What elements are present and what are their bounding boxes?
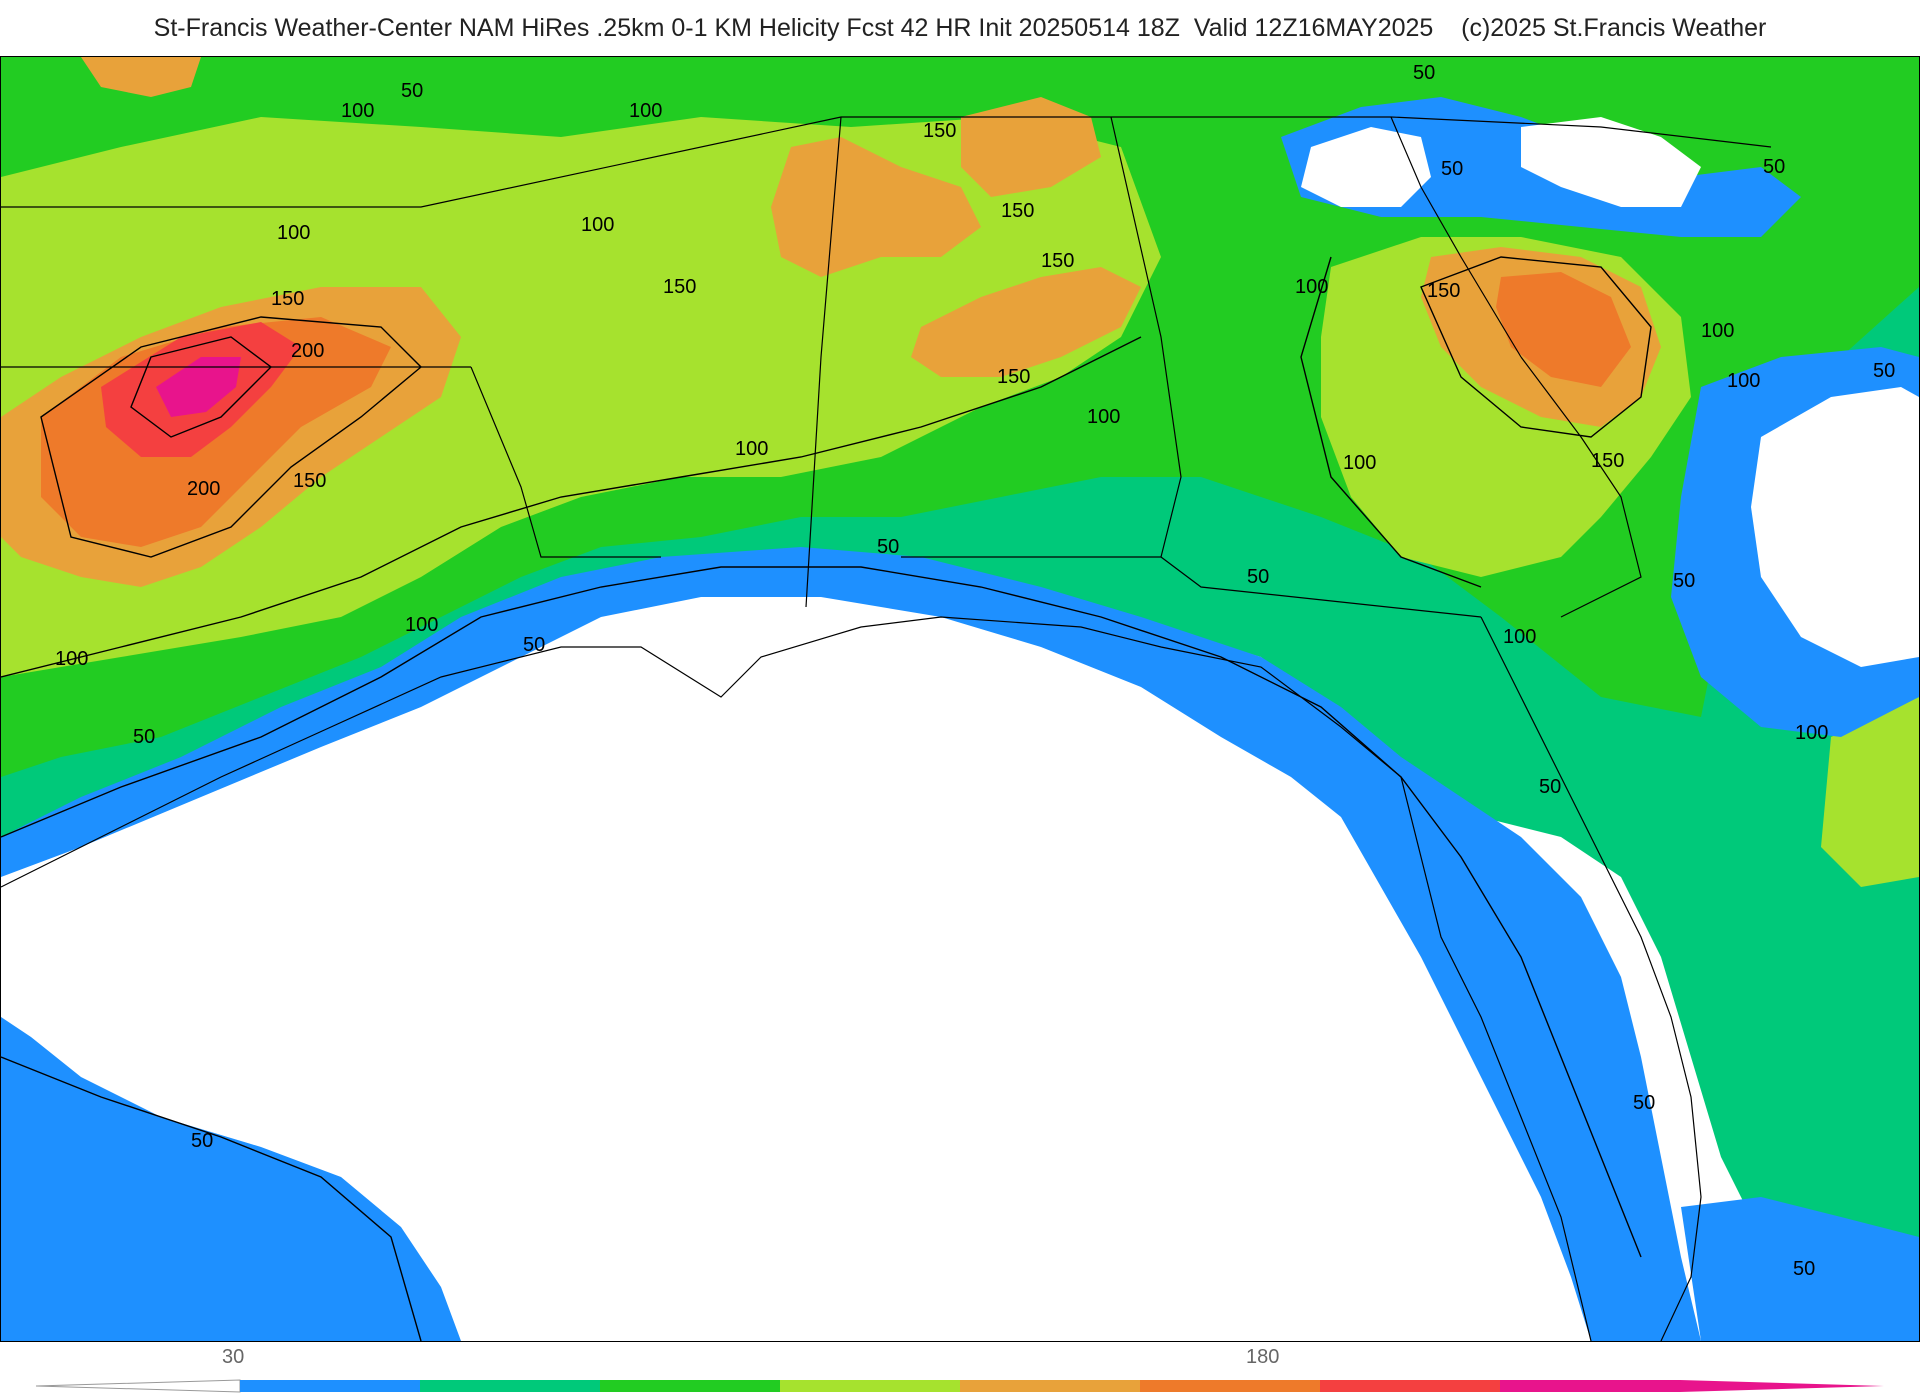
contour-label-200: 200 [187,478,220,500]
helicity-field-darkorange-carolinas [1496,272,1631,387]
contour-50-sw [1,1056,422,1341]
colorbar-segment [420,1380,601,1392]
contour-label-100: 100 [629,100,662,122]
contour-labels: 50 100 100 150 50 50 50 100 150 100 150 … [55,62,1895,1280]
boundary-ms-al [805,116,842,608]
helicity-field-lime-atlantic [1821,697,1919,887]
boundary-al-ga [1110,116,1182,558]
coastline-gulf [1,616,1592,1341]
contour-label-150: 150 [1591,450,1624,472]
colorbar-tick-high: 180 [1246,1346,1280,1368]
contour-label-150: 150 [293,470,326,492]
contour-label-150: 150 [663,276,696,298]
colorbar-segment [600,1380,781,1392]
map-title: St-Francis Weather-Center NAM HiRes .25k… [153,14,1767,42]
white-patch-north-va [1521,117,1701,207]
contour-label-150: 150 [1427,280,1460,302]
contour-label-50: 50 [191,1130,213,1152]
contour-label-200: 200 [291,340,324,362]
boundary-fl-north [901,556,1482,618]
contour-label-100: 100 [1503,626,1536,648]
coastline-atlantic [1480,616,1702,1341]
contour-label-50: 50 [1763,156,1785,178]
contour-100-carolinas [1300,256,1482,588]
helicity-contours [1,256,1652,1341]
contour-label-50: 50 [1441,158,1463,180]
colorbar: 30 180 [0,1342,1920,1400]
helicity-field-orange-tn [771,137,981,277]
contour-label-150: 150 [271,288,304,310]
helicity-field-blue-se [1681,1197,1919,1341]
contour-label-50: 50 [1873,360,1895,382]
contour-150-carolinas [1420,256,1652,438]
contour-label-150: 150 [1041,250,1074,272]
white-patch-atlantic [1751,387,1919,667]
contour-label-100: 100 [55,648,88,670]
contour-label-100: 100 [581,214,614,236]
contour-label-50: 50 [401,80,423,102]
contour-label-100: 100 [1343,452,1376,474]
contour-label-100: 100 [1701,320,1734,342]
political-boundaries [1,116,1772,1341]
colorbar-segments [240,1380,1681,1392]
contour-label-50: 50 [1539,776,1561,798]
contour-label-100: 100 [735,438,768,460]
helicity-field-magenta-west [156,357,241,417]
contour-label-50: 50 [877,536,899,558]
helicity-field-orange-north [81,57,201,97]
boundary-ga-sc [1390,116,1522,358]
colorbar-left-triangle [35,1379,241,1393]
contour-label-50: 50 [1673,570,1695,592]
contour-label-50: 50 [1633,1092,1655,1114]
colorbar-svg [35,1379,1884,1393]
contour-label-50: 50 [1793,1258,1815,1280]
contour-label-150: 150 [997,366,1030,388]
contour-label-100: 100 [341,100,374,122]
colorbar-segment [1140,1380,1321,1392]
contour-label-50: 50 [1413,62,1435,84]
colorbar-segment [960,1380,1141,1392]
colorbar-tick-low: 30 [222,1346,245,1368]
contour-label-150: 150 [1001,200,1034,222]
contour-200-west [130,336,273,438]
contour-label-100: 100 [1795,722,1828,744]
colorbar-right-triangle [1680,1380,1884,1392]
colorbar-segment [780,1380,961,1392]
contour-100-north [1,336,1142,678]
contour-label-100: 100 [1087,406,1120,428]
helicity-map: 50 100 100 150 50 50 50 100 150 100 150 … [0,56,1920,1342]
helicity-field-orange-al [911,267,1141,377]
contour-label-50: 50 [1247,566,1269,588]
colorbar-segment [1320,1380,1501,1392]
contour-label-50: 50 [133,726,155,748]
colorbar-segment [240,1380,421,1392]
helicity-field-orange-ky [961,97,1101,197]
contour-50-gulf [1,566,1642,1258]
contour-150-west [40,316,423,558]
contour-label-150: 150 [923,120,956,142]
gulf-of-mexico-low-helicity [1,597,1591,1341]
contour-label-100: 100 [405,614,438,636]
colorbar-segment [1500,1380,1681,1392]
contour-label-100: 100 [1295,276,1328,298]
boundary-la-ms [470,366,661,558]
contour-label-50: 50 [523,634,545,656]
helicity-map-svg: 50 100 100 150 50 50 50 100 150 100 150 … [1,57,1919,1341]
coastline-east [1520,356,1642,618]
white-patch-north-ohio [1301,127,1431,207]
contour-label-100: 100 [1727,370,1760,392]
contour-label-100: 100 [277,222,310,244]
